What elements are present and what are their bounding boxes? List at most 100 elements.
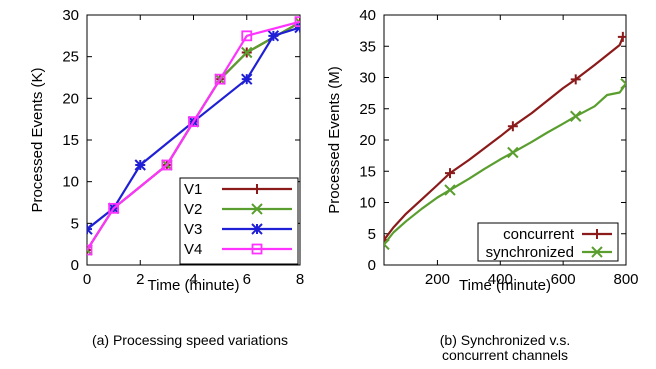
data-point-v3 — [267, 30, 280, 42]
data-point-v3 — [134, 159, 146, 171]
data-point-concurrent — [570, 74, 581, 85]
data-point-concurrent-shape — [617, 31, 626, 42]
y-tick-label: 20 — [359, 132, 376, 149]
x-tick-label: 0 — [83, 271, 91, 288]
legend-label: V1 — [184, 181, 202, 198]
y-tick-label: 0 — [71, 257, 79, 274]
y-axis-label: Processed Events (M) — [326, 66, 343, 214]
data-point-synchronized-shape — [507, 146, 519, 159]
legend-label: V4 — [184, 241, 202, 258]
data-point-v2 — [241, 46, 253, 59]
legend-marker-shape — [252, 184, 262, 194]
x-tick-label: 2 — [136, 271, 144, 288]
data-point-v4-shape — [87, 244, 93, 256]
y-tick-label: 10 — [62, 174, 79, 191]
data-point-concurrent — [445, 168, 455, 179]
data-point-v4-shape — [294, 16, 300, 28]
data-point-synchronized-shape — [444, 184, 456, 196]
x-axis-label: Time (minute) — [148, 277, 240, 294]
data-point-v4-shape — [241, 30, 253, 42]
series-line-concurrent — [384, 36, 624, 241]
legend-marker — [591, 246, 603, 258]
data-point-v4 — [87, 244, 93, 256]
data-point-v1-shape — [87, 245, 92, 255]
data-point-v4 — [214, 73, 226, 85]
data-point-v3-shape — [241, 73, 253, 85]
y-tick-label: 5 — [368, 226, 376, 243]
legend: V1 V2 V3 V4 — [179, 177, 299, 265]
legend-marker — [251, 243, 263, 255]
data-point-v2-shape — [241, 46, 253, 59]
legend-marker — [251, 203, 263, 215]
x-tick-label: 4 — [189, 271, 197, 288]
caption-a: (a) Processing speed variations — [92, 332, 288, 348]
y-tick-label: 35 — [359, 38, 376, 55]
x-tick-label: 800 — [613, 271, 638, 288]
data-point-synchronized — [620, 78, 626, 90]
y-tick-label: 25 — [359, 101, 376, 118]
caption-b-line-2: concurrent channels — [442, 347, 568, 363]
legend-label: synchronized — [486, 244, 574, 261]
y-tick-label: 30 — [359, 70, 376, 87]
data-point-concurrent — [617, 31, 626, 42]
data-point-v4-shape — [161, 159, 173, 171]
data-point-v3 — [294, 21, 300, 34]
data-point-v4 — [241, 30, 253, 42]
data-point-v3-shape — [134, 159, 146, 171]
y-tick-label: 30 — [62, 7, 79, 24]
chart-a: 0 2 4 6 8 0 5 10 15 20 25 30 Time (minute) Processed … — [29, 7, 304, 294]
y-tick-label: 0 — [368, 257, 376, 274]
x-tick-label: 200 — [425, 271, 450, 288]
series-synchronized — [384, 78, 626, 251]
legend-marker-shape — [251, 223, 263, 235]
chart-b: 200 400 600 800 0 5 10 15 20 25 30 35 40 Time (minute… — [326, 7, 639, 294]
series-v4 — [87, 16, 300, 256]
y-tick-label: 20 — [62, 90, 79, 107]
data-point-synchronized — [507, 146, 519, 159]
data-point-v4 — [161, 159, 173, 171]
y-tick-label: 25 — [62, 49, 79, 66]
y-tick-label: 5 — [71, 215, 79, 232]
y-axis-label: Processed Events (K) — [29, 67, 46, 212]
legend-label: concurrent — [503, 226, 575, 243]
data-point-v3-shape — [267, 30, 280, 42]
legend-marker-shape — [592, 229, 602, 239]
x-tick-label: 600 — [551, 271, 576, 288]
data-point-synchronized-shape — [570, 110, 582, 122]
data-point-concurrent-shape — [507, 121, 518, 132]
data-point-concurrent-shape — [445, 168, 455, 179]
legend-marker — [251, 223, 263, 235]
data-point-v3 — [241, 73, 253, 85]
legend-marker — [252, 184, 262, 194]
data-point-v4 — [108, 202, 120, 214]
data-point-v4 — [188, 116, 199, 128]
legend-label: V3 — [184, 221, 202, 238]
x-tick-label: 400 — [488, 271, 513, 288]
y-tick-label: 15 — [359, 163, 376, 180]
data-point-v4-shape — [108, 202, 120, 214]
data-point-synchronized-shape — [384, 238, 390, 251]
y-tick-label: 15 — [62, 132, 79, 149]
data-point-v3-shape — [294, 21, 300, 34]
legend-label: V2 — [184, 201, 202, 218]
data-point-synchronized — [384, 238, 390, 251]
data-point-concurrent-shape — [570, 74, 581, 85]
data-point-v4-shape — [214, 73, 226, 85]
legend-marker-shape — [251, 243, 263, 255]
legend-marker-shape — [251, 203, 263, 215]
y-tick-label: 10 — [359, 195, 376, 212]
data-point-v3 — [87, 223, 93, 235]
x-tick-label: 8 — [296, 271, 304, 288]
legend-marker-shape — [591, 246, 603, 258]
data-point-concurrent — [507, 121, 518, 132]
data-point-v1 — [87, 245, 92, 255]
caption-b: (b) Synchronized v.s. concurrent channels — [440, 332, 570, 363]
data-point-v4-shape — [188, 116, 199, 128]
series-line-v4 — [87, 20, 300, 251]
caption-b-line-1: (b) Synchronized v.s. — [440, 332, 570, 348]
data-point-synchronized — [444, 184, 456, 196]
series-line-synchronized — [384, 83, 626, 246]
y-tick-label: 40 — [359, 7, 376, 24]
